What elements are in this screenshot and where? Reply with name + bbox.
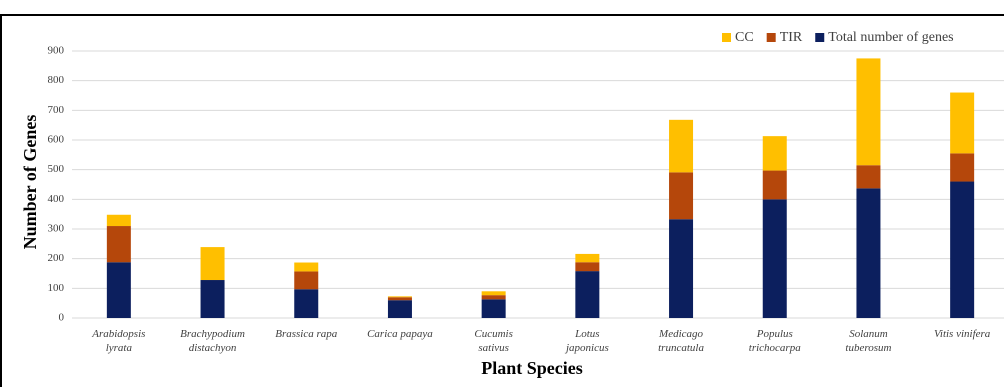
- legend-swatch: [815, 33, 825, 42]
- x-tick-label: Populus trichocarpa: [749, 328, 801, 354]
- legend-label: Total number of genes: [828, 30, 953, 45]
- bar-segment: [669, 219, 694, 318]
- bar-segment: [856, 58, 881, 166]
- x-tick-label: Arabidopsis lyrata: [91, 328, 145, 354]
- bar-segment: [481, 295, 506, 300]
- bar-segment: [294, 271, 319, 290]
- bar-segment: [294, 289, 319, 318]
- bar-segment: [856, 165, 881, 189]
- bar-segment: [575, 253, 600, 263]
- bar-segment: [106, 262, 131, 318]
- bar-segment: [950, 181, 975, 318]
- x-tick-label: Solanum tuberosum: [845, 328, 891, 354]
- bar-segment: [387, 296, 412, 298]
- x-tick-label: Brassica rapa: [275, 328, 338, 340]
- chart-frame: [0, 14, 1004, 387]
- bar-segment: [481, 299, 506, 318]
- x-tick-label: Medicago truncatula: [658, 328, 704, 354]
- bar-segment: [294, 262, 319, 272]
- x-axis-label: Plant Species: [481, 358, 583, 378]
- y-tick-label: 100: [48, 282, 65, 294]
- legend-label: TIR: [780, 30, 803, 45]
- bar-segment: [575, 271, 600, 318]
- bar-segment: [106, 226, 131, 263]
- bar-segment: [481, 291, 506, 296]
- x-tick-label: Cucumis sativus: [474, 328, 513, 354]
- y-tick-label: 300: [48, 223, 65, 235]
- y-tick-label: 500: [48, 163, 65, 175]
- bar-segment: [762, 170, 787, 200]
- y-tick-label: 0: [59, 312, 65, 324]
- bar-segment: [387, 297, 412, 301]
- bar-segment: [106, 214, 131, 227]
- bar-segment: [669, 172, 694, 220]
- bar-segment: [856, 188, 881, 318]
- bar-segment: [950, 92, 975, 154]
- bar-segment: [762, 199, 787, 318]
- bar-segment: [200, 247, 225, 281]
- legend-swatch: [766, 33, 776, 42]
- y-axis-label: Number of Genes: [20, 115, 40, 250]
- bar-segment: [950, 153, 975, 182]
- legend-label: CC: [735, 30, 754, 45]
- bar-segment: [669, 119, 694, 173]
- bar-segment: [762, 136, 787, 171]
- y-tick-label: 400: [48, 193, 65, 205]
- y-tick-label: 200: [48, 252, 65, 264]
- x-tick-label: Brachypodium distachyon: [180, 328, 245, 354]
- y-tick-label: 900: [48, 45, 65, 57]
- x-tick-label: Carica papaya: [367, 328, 433, 340]
- y-tick-label: 700: [48, 104, 65, 116]
- bar-segment: [387, 300, 412, 318]
- bar-segment: [575, 262, 600, 272]
- y-tick-label: 800: [48, 74, 65, 86]
- legend-swatch: [722, 33, 731, 42]
- y-tick-label: 600: [48, 134, 65, 146]
- bar-segment: [200, 280, 225, 318]
- x-tick-label: Vitis vinifera: [934, 328, 991, 340]
- x-tick-label: Lotus japonicus: [564, 328, 609, 354]
